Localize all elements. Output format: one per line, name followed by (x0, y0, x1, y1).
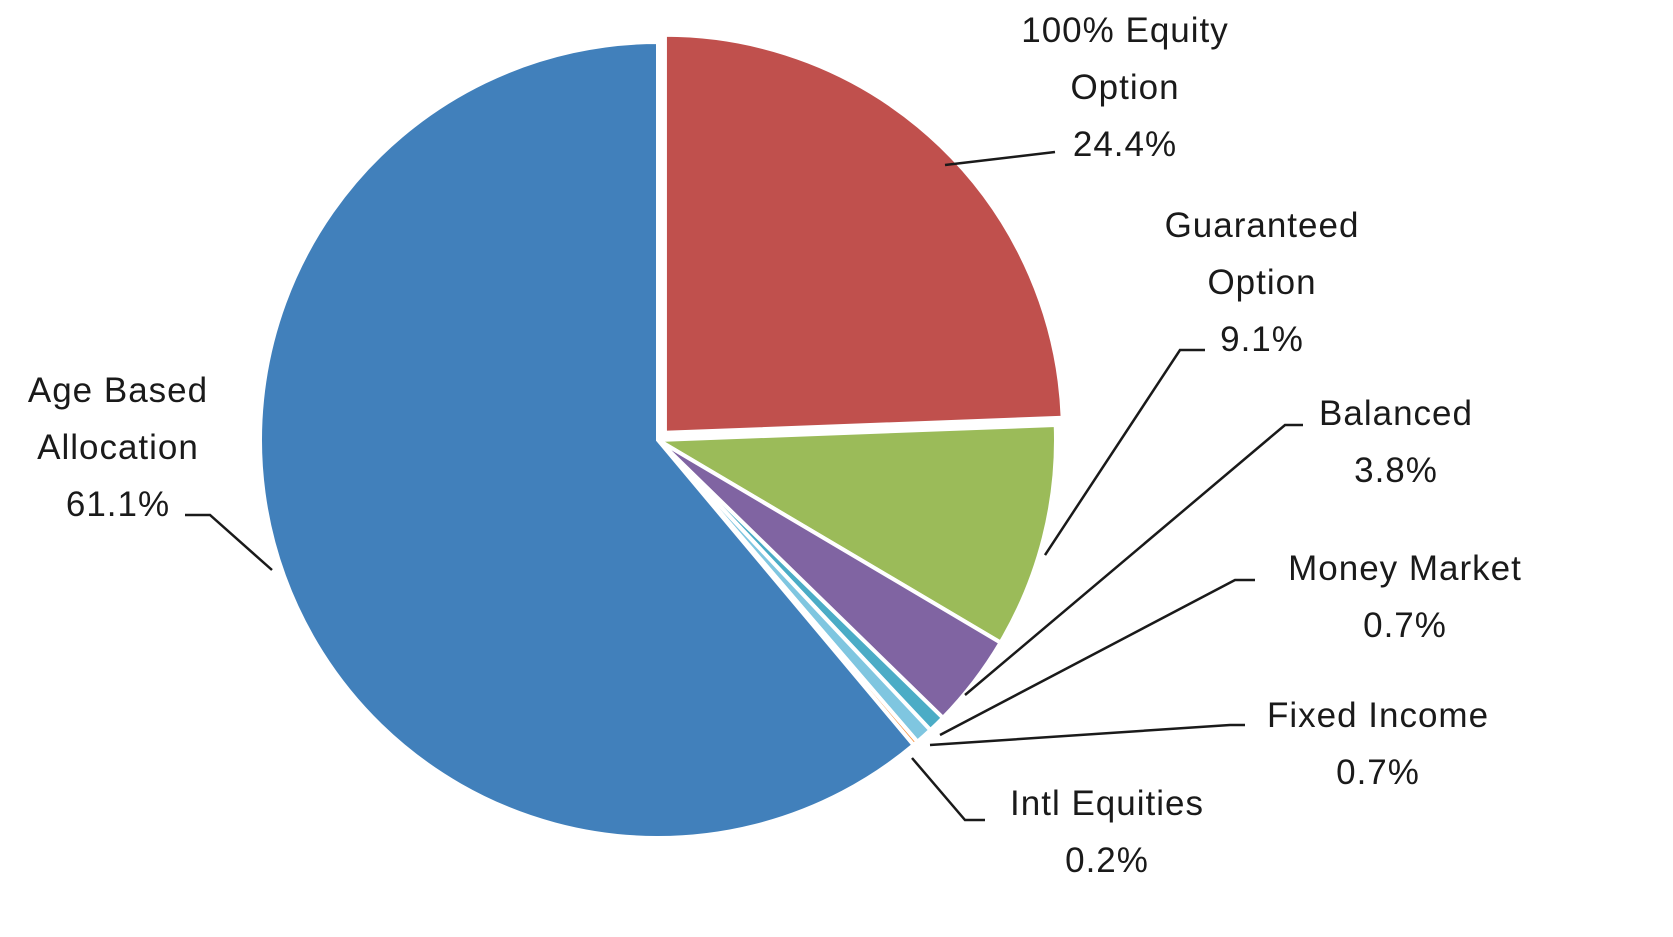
category-label: Balanced (1319, 394, 1473, 433)
leader-line (185, 513, 273, 571)
category-label: Fixed Income (1266, 696, 1490, 735)
slice-label: Age Based Allocation 61.1% (0, 362, 238, 533)
pie-slice (662, 32, 1065, 435)
slice-label: 100% Equity Option 24.4% (985, 2, 1265, 173)
pie-slice (651, 422, 1059, 646)
value-label: 9.1% (1220, 320, 1304, 359)
leader-line (911, 757, 985, 822)
value-label: 24.4% (1072, 125, 1178, 164)
leader-line (929, 723, 1245, 747)
leader-line (939, 578, 1255, 737)
pie-slice (258, 39, 917, 840)
value-label: 3.8% (1354, 451, 1438, 490)
leader-line (964, 423, 1303, 696)
slice-label: Money Market 0.7% (1240, 540, 1570, 654)
leader-line (944, 150, 1056, 167)
slice-label: Intl Equities 0.2% (967, 775, 1247, 889)
category-label: Intl Equities (1010, 784, 1204, 823)
category-label: 100% Equity Option (1021, 11, 1229, 107)
slice-label: Guaranteed Option 9.1% (1132, 197, 1392, 368)
category-label: Money Market (1288, 549, 1522, 588)
slice-label: Fixed Income 0.7% (1228, 687, 1528, 801)
value-label: 0.7% (1336, 753, 1420, 792)
category-label: Guaranteed Option (1164, 206, 1360, 302)
leader-line (1043, 348, 1205, 556)
slice-label: Balanced 3.8% (1286, 385, 1506, 499)
value-label: 0.2% (1065, 841, 1149, 880)
category-label: Age Based Allocation (27, 371, 209, 467)
value-label: 0.7% (1363, 606, 1447, 645)
value-label: 61.1% (65, 485, 171, 524)
